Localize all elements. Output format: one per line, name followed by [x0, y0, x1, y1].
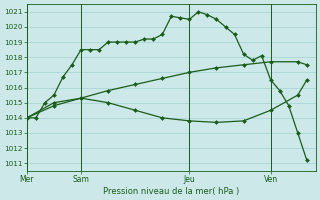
X-axis label: Pression niveau de la mer( hPa ): Pression niveau de la mer( hPa )	[103, 187, 239, 196]
